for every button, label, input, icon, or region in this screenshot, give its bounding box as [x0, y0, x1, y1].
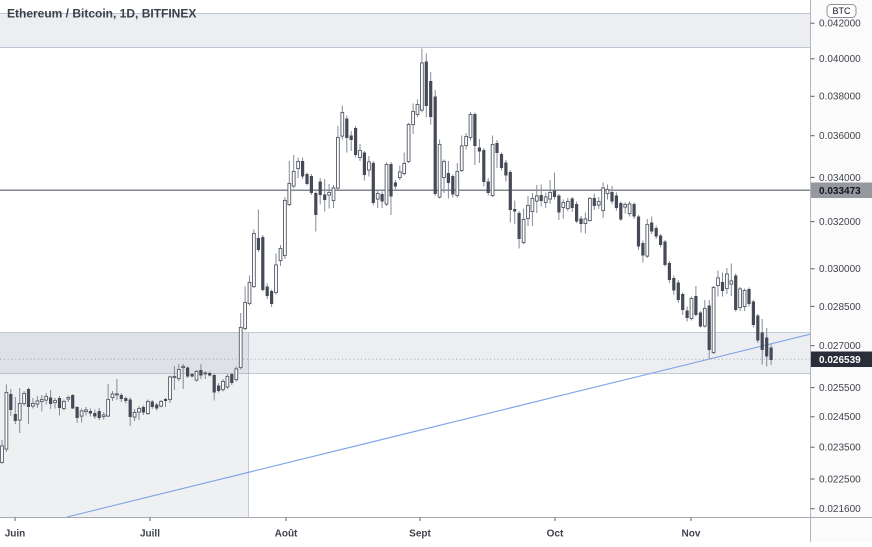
- svg-text:0.033473: 0.033473: [819, 186, 861, 197]
- svg-text:Oct: Oct: [547, 529, 564, 540]
- svg-text:0.023500: 0.023500: [819, 443, 861, 454]
- svg-text:0.038000: 0.038000: [819, 92, 861, 103]
- svg-text:Août: Août: [275, 529, 298, 540]
- svg-text:0.026539: 0.026539: [819, 355, 861, 366]
- svg-text:0.042000: 0.042000: [819, 19, 861, 30]
- svg-text:Ethereum / Bitcoin, 1D, BITFIN: Ethereum / Bitcoin, 1D, BITFINEX: [7, 7, 196, 21]
- svg-text:Juill: Juill: [140, 529, 160, 540]
- svg-text:0.040000: 0.040000: [819, 54, 861, 65]
- svg-text:0.032000: 0.032000: [819, 217, 861, 228]
- svg-text:0.030000: 0.030000: [819, 264, 861, 275]
- svg-text:0.028500: 0.028500: [819, 302, 861, 313]
- svg-text:BTC: BTC: [833, 6, 852, 16]
- svg-text:Juin: Juin: [5, 529, 26, 540]
- svg-text:0.027000: 0.027000: [819, 341, 861, 352]
- svg-text:0.021600: 0.021600: [819, 504, 861, 515]
- svg-text:0.034000: 0.034000: [819, 173, 861, 184]
- svg-text:Sept: Sept: [409, 529, 431, 540]
- svg-text:0.022500: 0.022500: [819, 474, 861, 485]
- svg-text:0.036000: 0.036000: [819, 131, 861, 142]
- svg-text:0.024500: 0.024500: [819, 412, 861, 423]
- svg-text:Nov: Nov: [682, 529, 701, 540]
- svg-text:0.025500: 0.025500: [819, 383, 861, 394]
